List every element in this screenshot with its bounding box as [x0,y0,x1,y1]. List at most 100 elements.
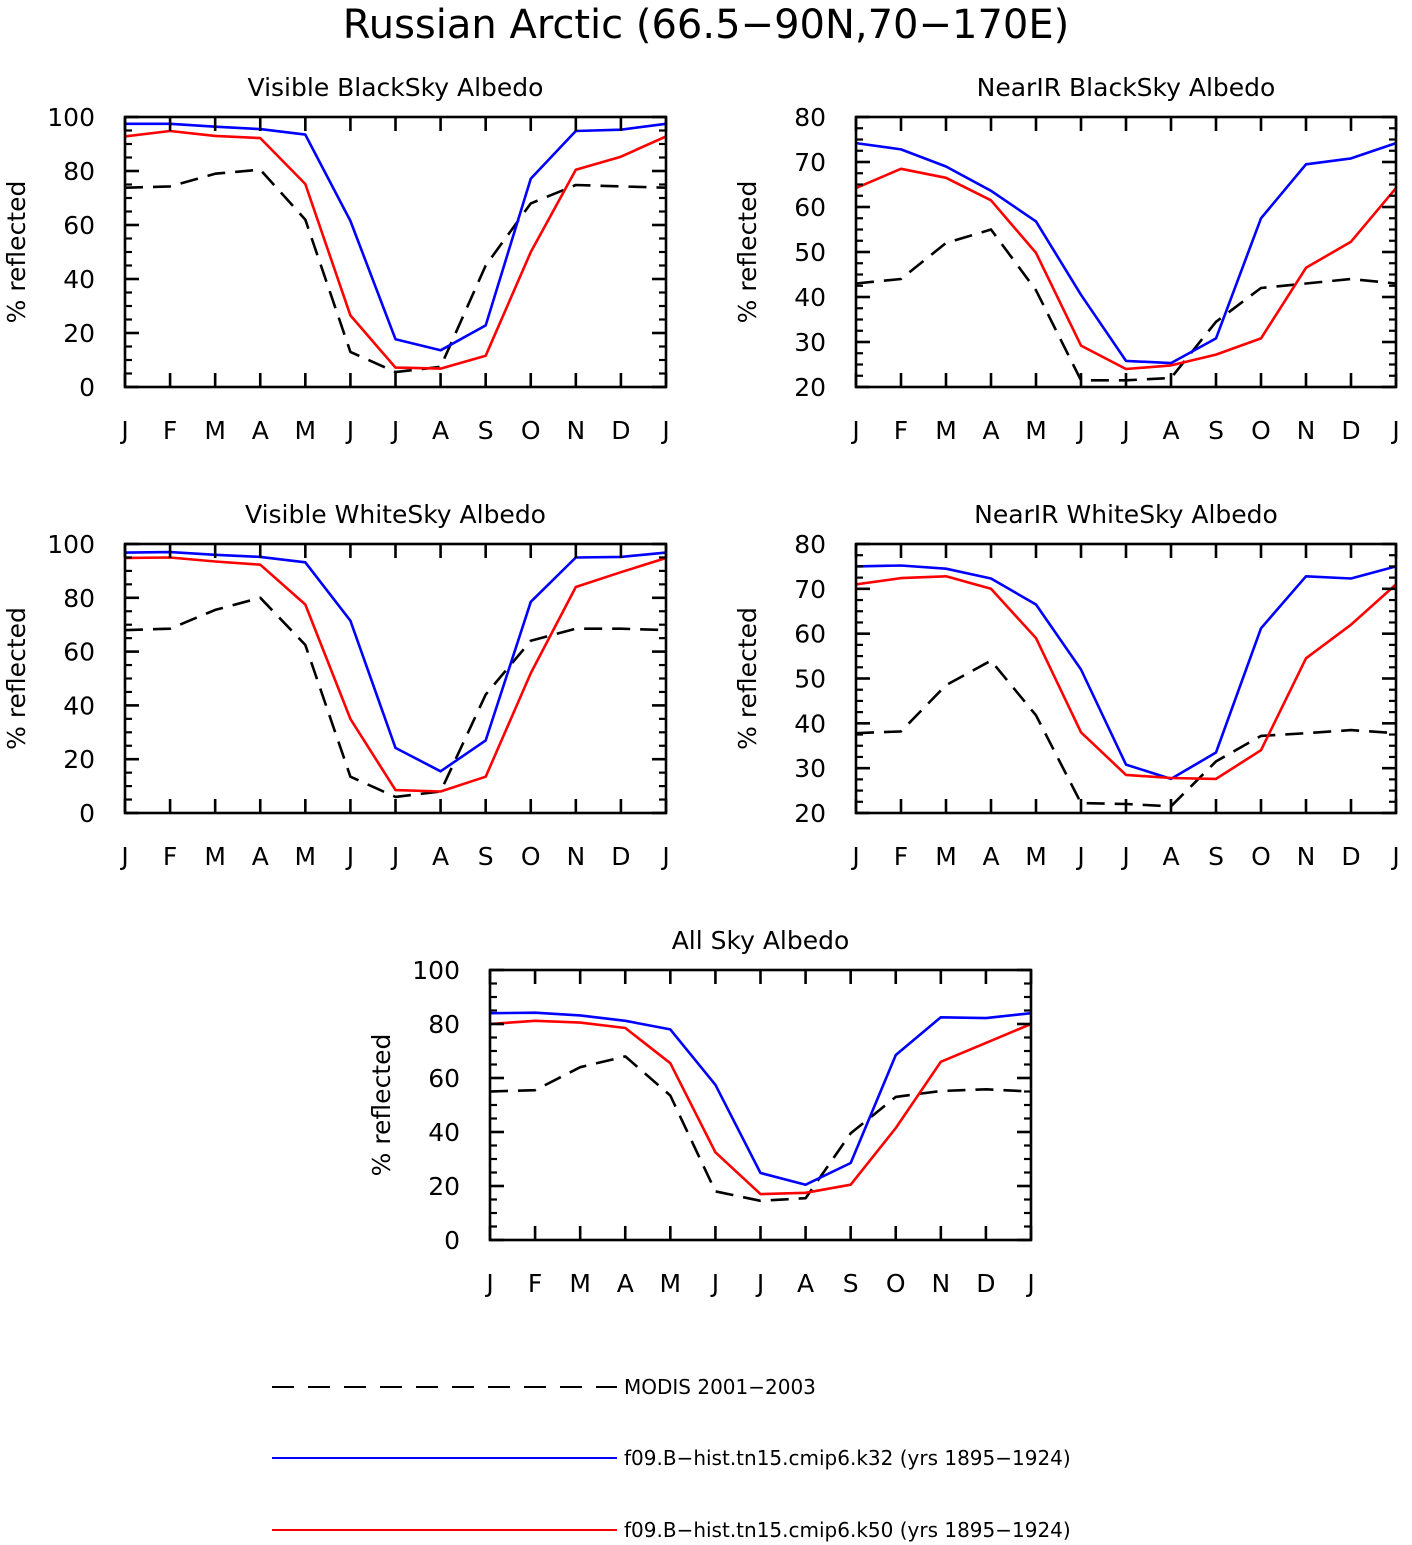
series-line-modis [124,596,667,799]
y-tick-label: 60 [794,193,826,222]
x-tick-label: A [617,1269,634,1298]
y-tick-label: 20 [63,745,95,774]
y-tick-label: 50 [794,665,826,694]
x-tick-label: M [295,416,317,445]
y-tick-label: 60 [794,620,826,649]
x-tick-label: A [1162,842,1179,871]
x-tick-label: F [894,842,908,871]
x-tick-label: A [252,842,269,871]
x-tick-label: F [163,416,177,445]
x-tick-label: J [1075,842,1084,871]
legend-item-modis: MODIS 2001−2003 [272,1375,816,1399]
x-tick-label: M [935,416,957,445]
x-tick-label: O [886,1269,906,1298]
y-axis-label: % reflected [367,1034,396,1177]
y-tick-label: 30 [794,328,826,357]
series-line-modis [855,228,1397,382]
y-tick-label: 30 [794,754,826,783]
y-tick-label: 20 [794,373,826,402]
x-tick-label: S [1208,842,1224,871]
x-tick-label: A [432,842,449,871]
x-tick-label: M [1025,416,1047,445]
x-tick-label: J [850,416,859,445]
y-tick-label: 80 [794,530,826,559]
x-tick-label: A [252,416,269,445]
y-axis-label: % reflected [2,607,31,750]
y-tick-label: 100 [47,530,95,559]
y-tick-label: 100 [412,956,460,985]
y-tick-label: 60 [63,211,95,240]
y-axis-label: % reflected [2,181,31,324]
x-tick-label: N [1297,416,1316,445]
y-tick-label: 80 [794,103,826,132]
x-tick-label: D [1341,842,1360,871]
y-tick-label: 80 [428,1010,460,1039]
x-tick-label: A [1162,416,1179,445]
plot-frame [123,115,668,389]
x-tick-label: S [1208,416,1224,445]
series-line-k50 [489,1019,1032,1196]
x-tick-label: N [931,1269,950,1298]
legend-item-k32: f09.B−hist.tn15.cmip6.k32 (yrs 1895−1924… [272,1446,1071,1470]
x-tick-label: S [843,1269,859,1298]
series-line-k50 [124,556,667,793]
y-tick-label: 40 [63,265,95,294]
legend-label: MODIS 2001−2003 [624,1375,816,1399]
panel-title: NearIR WhiteSky Albedo [974,500,1278,529]
series-line-k32 [855,564,1397,781]
x-tick-label: M [935,842,957,871]
panel-title: NearIR BlackSky Albedo [977,73,1276,102]
x-tick-label: S [478,416,494,445]
y-tick-label: 20 [63,319,95,348]
x-tick-label: O [521,416,541,445]
x-tick-label: J [660,416,669,445]
x-tick-label: J [119,842,128,871]
x-tick-label: J [345,416,354,445]
legend-label: f09.B−hist.tn15.cmip6.k32 (yrs 1895−1924… [624,1446,1071,1470]
x-tick-label: F [894,416,908,445]
x-tick-label: O [521,842,541,871]
x-tick-label: O [1251,416,1271,445]
x-tick-label: D [611,416,630,445]
plot-frame [854,115,1398,389]
x-tick-label: N [566,416,585,445]
legend: MODIS 2001−2003 f09.B−hist.tn15.cmip6.k32… [272,1375,1071,1542]
x-tick-label: F [528,1269,542,1298]
series-line-k50 [124,129,667,370]
x-tick-label: D [611,842,630,871]
x-tick-label: M [569,1269,591,1298]
y-tick-label: 0 [444,1226,460,1255]
x-tick-label: J [1120,416,1129,445]
panel-title: Visible WhiteSky Albedo [245,500,546,529]
series-line-k50 [855,574,1397,781]
x-tick-label: N [1297,842,1316,871]
x-tick-label: J [850,842,859,871]
y-tick-label: 70 [794,575,826,604]
x-tick-label: D [1341,416,1360,445]
y-tick-label: 70 [794,148,826,177]
series-line-k32 [125,122,667,352]
x-tick-label: M [295,842,317,871]
plot-frame [854,542,1398,815]
y-tick-label: 20 [428,1172,460,1201]
x-tick-label: J [119,416,128,445]
series-line-k32 [489,1011,1032,1186]
series-line-k32 [855,141,1397,365]
x-tick-label: J [710,1269,719,1298]
x-tick-label: J [1390,842,1399,871]
legend-label: f09.B−hist.tn15.cmip6.k50 (yrs 1895−1924… [624,1518,1071,1542]
x-tick-label: J [345,842,354,871]
x-tick-label: A [982,416,999,445]
series-line-k50 [855,167,1397,371]
y-tick-label: 0 [79,799,95,828]
series-line-modis [124,168,667,374]
y-tick-label: 80 [63,584,95,613]
y-tick-label: 100 [47,103,95,132]
y-axis-label: % reflected [733,607,762,750]
